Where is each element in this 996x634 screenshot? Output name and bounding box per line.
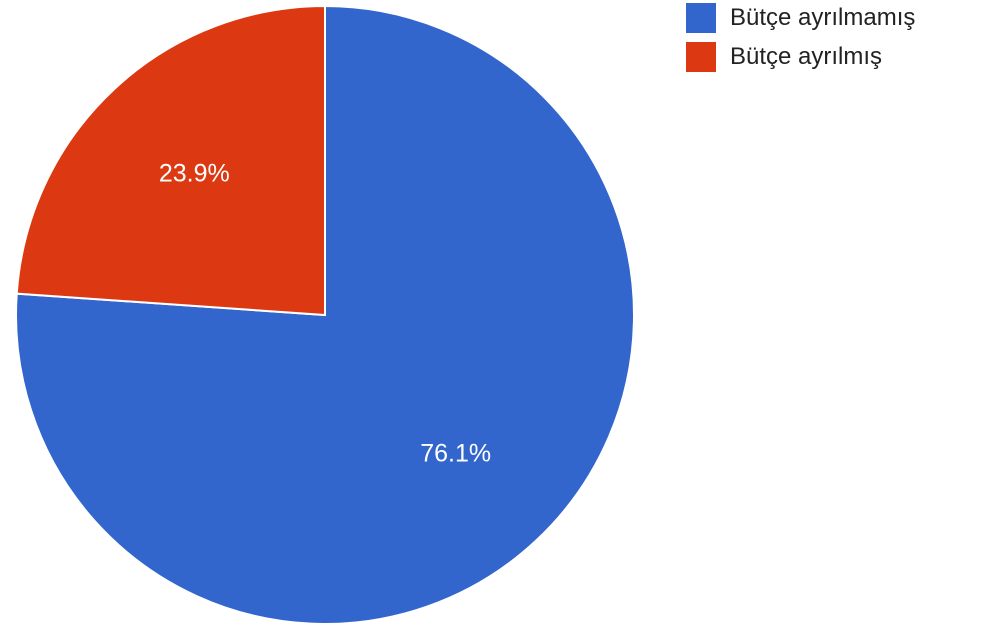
pie-slice-label-0: 76.1%	[420, 440, 491, 468]
legend-swatch-butce-ayrilmamis	[686, 3, 716, 33]
pie-slice-1[interactable]	[15, 4, 326, 317]
legend-swatch-butce-ayrilmis	[686, 42, 716, 72]
pie-slice-label-1: 23.9%	[159, 160, 230, 188]
legend-item-butce-ayrilmamis[interactable]: Bütçe ayrılmamış	[686, 3, 915, 33]
legend: Bütçe ayrılmamış Bütçe ayrılmış	[686, 3, 915, 81]
legend-label-butce-ayrilmis: Bütçe ayrılmış	[730, 43, 883, 70]
legend-item-butce-ayrilmis[interactable]: Bütçe ayrılmış	[686, 42, 915, 72]
legend-label-butce-ayrilmamis: Bütçe ayrılmamış	[730, 4, 916, 31]
